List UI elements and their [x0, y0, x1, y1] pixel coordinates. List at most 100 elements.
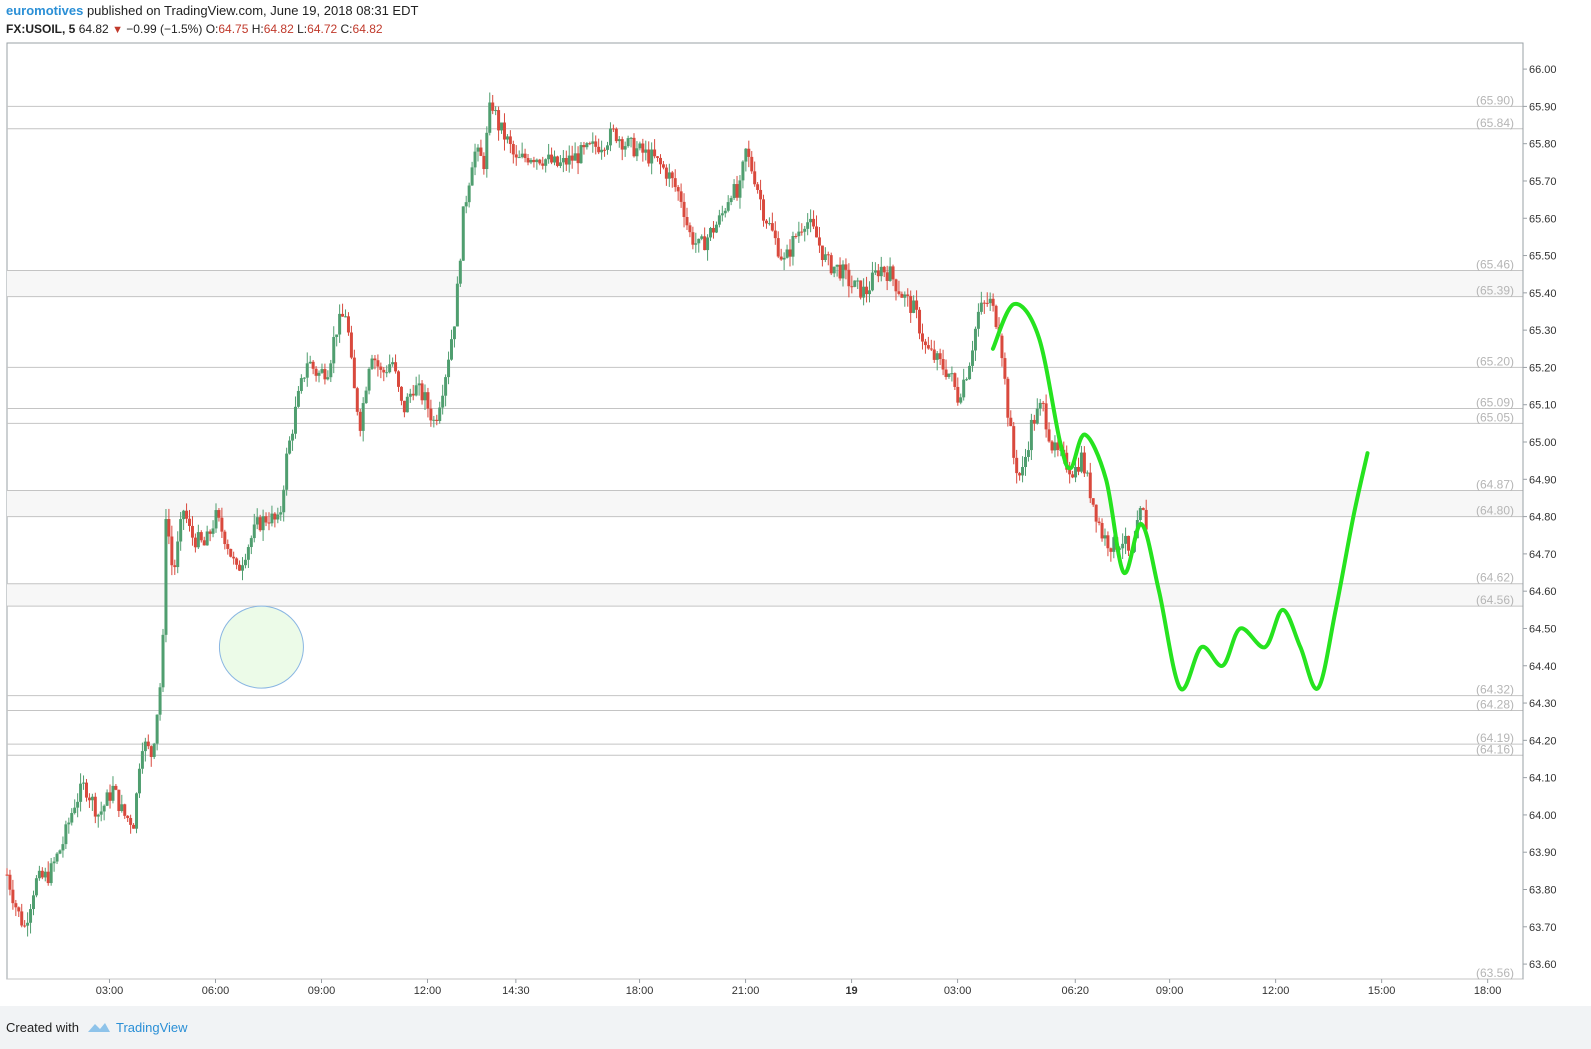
candle-body [953, 373, 957, 387]
candle-body [968, 365, 972, 380]
candle-body [376, 360, 380, 367]
candle-body [782, 257, 786, 260]
candle-body [594, 141, 598, 147]
candle-body [243, 559, 247, 566]
candle-body [756, 184, 760, 190]
candle-body [1000, 335, 1004, 359]
circle-annotation [218, 605, 304, 689]
candle-body [1079, 452, 1083, 472]
tradingview-cloud-icon[interactable] [86, 1018, 112, 1036]
level-label: (64.62) [1476, 571, 1514, 585]
y-tick-label: 64.50 [1529, 623, 1557, 635]
candle-body [729, 198, 733, 203]
candle-body [1071, 474, 1075, 478]
low-value: 64.72 [307, 22, 338, 36]
footer-bar: Created with TradingView [0, 1006, 1591, 1049]
candle-body [988, 298, 992, 304]
candle-body [1003, 358, 1007, 379]
candle-body [867, 290, 871, 295]
candle-body [279, 512, 283, 515]
candle-body [664, 167, 668, 179]
candle-body [246, 547, 250, 560]
candle-body [726, 202, 730, 211]
candle-body [414, 385, 418, 396]
candle-body [791, 236, 795, 257]
candle-body [102, 805, 106, 812]
candle-body [591, 141, 595, 144]
candle-body [394, 362, 398, 372]
price-axis[interactable]: 66.00 65.90 65.80 65.70 65.60 65.50 65.40 65.30… [1523, 64, 1557, 971]
candle-body [588, 143, 592, 145]
candle-body [397, 371, 401, 387]
candle-body [338, 313, 342, 335]
y-tick-label: 65.80 [1529, 139, 1557, 151]
candle-body [673, 178, 677, 188]
level-label: (65.84) [1476, 116, 1514, 130]
candle-body [341, 313, 345, 317]
candle-body [750, 156, 754, 172]
candle-body [385, 372, 389, 374]
candle-body [1127, 535, 1131, 551]
candle-body [679, 191, 683, 202]
x-tick-label: 09:00 [1156, 985, 1184, 997]
time-axis[interactable]: 03:00 06:00 09:00 12:00 14:30 18:00 21:00 19 03:… [96, 979, 1502, 997]
x-tick-label: 12:00 [414, 985, 442, 997]
candle-body [973, 328, 977, 351]
candle-body [862, 286, 866, 298]
candle-body [753, 171, 757, 185]
candle-body [461, 206, 465, 261]
price-change: −0.99 (−1.5%) [126, 22, 203, 36]
candle-body [829, 255, 833, 274]
candle-body [464, 202, 468, 207]
candle-body [514, 154, 518, 158]
candle-body [1038, 402, 1042, 409]
level-label: (65.90) [1476, 93, 1514, 107]
candle-body [626, 138, 630, 147]
candle-body [982, 302, 986, 304]
candle-body [803, 228, 807, 232]
candle-body [261, 516, 265, 531]
candle-body [1112, 537, 1116, 552]
candle-body [920, 333, 924, 342]
candle-body [79, 783, 83, 802]
candle-body [608, 128, 612, 146]
candle-body [220, 517, 224, 532]
candle-body [561, 157, 565, 163]
candle-body [326, 377, 330, 380]
level-label: (64.56) [1476, 593, 1514, 607]
tradingview-link[interactable]: TradingView [116, 1020, 188, 1035]
candle-body [517, 157, 521, 159]
candle-body [614, 128, 618, 142]
candle-body [1094, 504, 1098, 522]
y-tick-label: 64.20 [1529, 735, 1557, 747]
candle-body [720, 213, 724, 216]
candle-body [879, 266, 883, 277]
candle-body [382, 369, 386, 373]
candle-body [402, 400, 406, 413]
y-tick-label: 64.00 [1529, 810, 1557, 822]
candle-body [1141, 508, 1145, 510]
high-label: H: [251, 22, 264, 36]
candle-body [485, 132, 489, 170]
y-tick-label: 66.00 [1529, 64, 1557, 76]
candle-body [632, 137, 636, 157]
candle-body [158, 687, 162, 715]
price-chart[interactable]: (65.90) (65.84) (65.46) (65.39) (65.20) (65.0… [0, 0, 1591, 1006]
candle-body [670, 172, 674, 179]
author-link[interactable]: euromotives [6, 3, 84, 18]
candle-body [14, 903, 18, 908]
y-tick-label: 65.60 [1529, 213, 1557, 225]
candle-body [388, 364, 392, 373]
candle-body [352, 357, 356, 389]
candle-body [329, 363, 333, 378]
candle-body [1091, 498, 1095, 505]
candle-body [370, 358, 374, 369]
candle-body [859, 280, 863, 298]
candle-body [597, 146, 601, 153]
candle-body [161, 634, 165, 688]
candle-body [497, 110, 501, 131]
candle-body [282, 489, 286, 513]
candle-body [676, 187, 680, 192]
candle-body [135, 793, 139, 829]
candle-body [344, 316, 348, 318]
